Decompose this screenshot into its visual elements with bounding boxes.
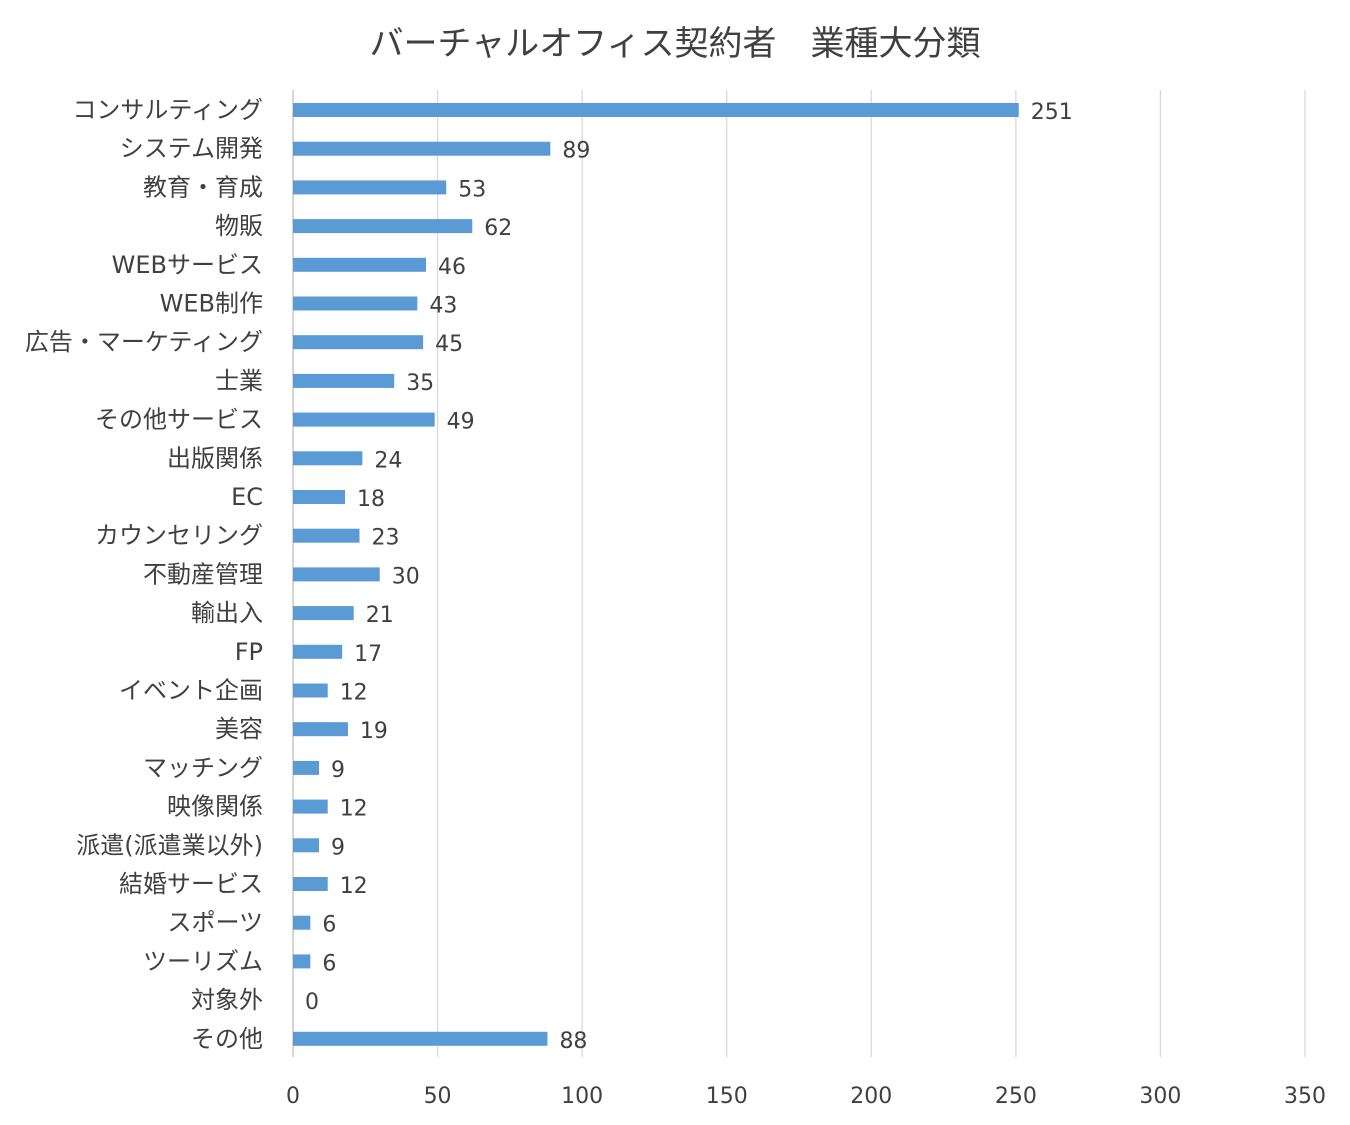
data-label: 45 xyxy=(435,332,463,357)
category-label: 教育・育成 xyxy=(143,173,263,201)
category-label: 広告・マーケティング xyxy=(25,328,263,356)
category-label: スポーツ xyxy=(167,909,263,937)
category-label: WEB制作 xyxy=(160,290,263,318)
x-tick-label: 250 xyxy=(995,1084,1037,1109)
category-label: EC xyxy=(231,483,263,511)
data-label: 6 xyxy=(322,913,336,938)
category-label: 美容 xyxy=(215,715,263,743)
x-tick-label: 0 xyxy=(286,1084,300,1109)
bar xyxy=(293,528,360,543)
bar xyxy=(293,838,320,853)
category-label: 輸出入 xyxy=(191,599,263,627)
data-label: 6 xyxy=(322,951,336,976)
x-tick-label: 350 xyxy=(1284,1084,1326,1109)
x-tick-label: 150 xyxy=(706,1084,748,1109)
bar xyxy=(293,1031,548,1046)
category-label: FP xyxy=(235,638,263,666)
bar xyxy=(293,954,311,969)
data-label: 49 xyxy=(447,410,475,435)
category-label: イベント企画 xyxy=(119,677,263,705)
category-label: その他 xyxy=(191,1025,263,1053)
bar xyxy=(293,683,328,698)
x-tick-label: 50 xyxy=(424,1084,452,1109)
data-label: 53 xyxy=(458,177,486,202)
bar xyxy=(293,257,427,272)
category-label: 派遣(派遣業以外) xyxy=(76,831,263,859)
data-label: 30 xyxy=(392,564,420,589)
bar xyxy=(293,490,346,504)
bar xyxy=(293,567,380,582)
bar xyxy=(293,335,424,350)
data-label: 88 xyxy=(559,1029,587,1054)
category-label: カウンセリング xyxy=(95,522,263,550)
category-label: 映像関係 xyxy=(167,793,263,821)
bar xyxy=(293,760,320,775)
data-label: 62 xyxy=(484,216,512,241)
bar xyxy=(293,412,435,427)
bar xyxy=(293,180,447,195)
x-axis-tick-labels: 0 50 100 150 200 250 300 350 xyxy=(286,1084,1326,1109)
category-label: その他サービス xyxy=(95,406,263,434)
grid-lines xyxy=(292,90,1306,1057)
bar xyxy=(293,141,551,156)
data-label: 35 xyxy=(406,371,434,396)
category-label: システム開発 xyxy=(120,135,263,163)
data-label: 12 xyxy=(340,874,368,899)
chart-title: バーチャルオフィス契約者 業種大分類 xyxy=(369,24,981,64)
data-label: 12 xyxy=(340,681,368,706)
bar xyxy=(293,451,363,466)
data-label: 12 xyxy=(340,797,368,822)
data-label: 19 xyxy=(360,719,388,744)
category-label: 物販 xyxy=(215,212,263,240)
data-label: 18 xyxy=(357,487,385,512)
bar xyxy=(293,373,395,388)
data-label: 9 xyxy=(331,758,345,783)
data-label: 23 xyxy=(372,526,400,551)
bar xyxy=(293,606,354,621)
bar xyxy=(293,877,328,891)
bar xyxy=(293,103,1019,117)
data-label: 17 xyxy=(354,642,382,667)
data-label: 46 xyxy=(438,255,466,280)
category-label: ツーリズム xyxy=(143,947,263,975)
data-label: 0 xyxy=(305,990,319,1015)
bar xyxy=(293,799,328,814)
x-tick-label: 200 xyxy=(850,1084,892,1109)
bar xyxy=(293,644,343,659)
data-label: 251 xyxy=(1031,100,1073,125)
bar xyxy=(293,296,418,311)
data-label: 21 xyxy=(366,603,394,628)
bar xyxy=(293,915,311,930)
data-label: 43 xyxy=(429,294,457,319)
category-label: マッチング xyxy=(143,754,263,782)
bar xyxy=(293,722,348,737)
category-label: 士業 xyxy=(215,367,263,395)
category-label: 対象外 xyxy=(191,986,263,1014)
x-tick-label: 300 xyxy=(1139,1084,1181,1109)
x-tick-label: 100 xyxy=(561,1084,603,1109)
category-label: 結婚サービス xyxy=(119,870,263,898)
data-label: 9 xyxy=(331,835,345,860)
bars xyxy=(293,103,1019,1046)
bar xyxy=(293,219,473,234)
category-label: 出版関係 xyxy=(167,444,263,472)
data-label: 24 xyxy=(374,448,402,473)
category-label: コンサルティング xyxy=(72,96,263,124)
data-label: 89 xyxy=(562,139,590,164)
category-label: 不動産管理 xyxy=(143,560,263,588)
category-label: WEBサービス xyxy=(112,251,263,279)
